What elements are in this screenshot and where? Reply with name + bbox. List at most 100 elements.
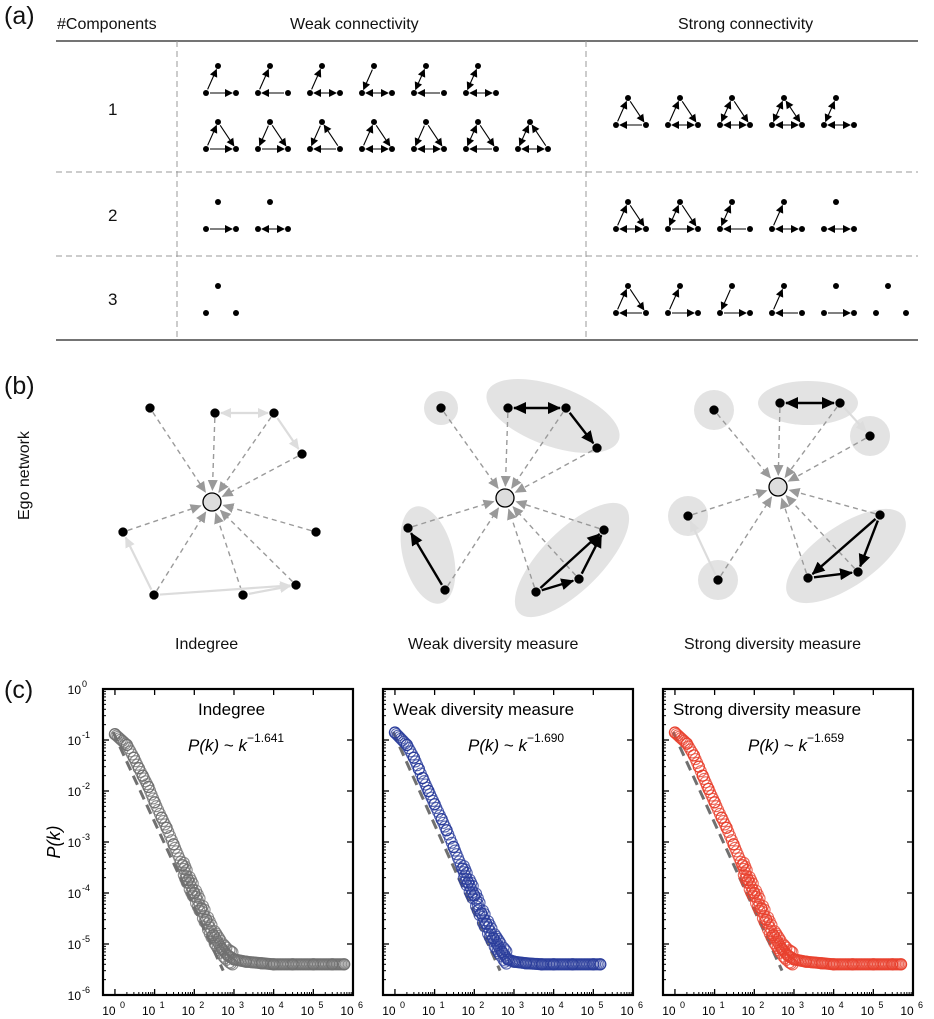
motif-edge (629, 101, 645, 123)
motif-node (613, 226, 619, 232)
motif-edge (271, 125, 287, 147)
network-node (853, 567, 863, 577)
x-tick-exponent: 0 (680, 1000, 685, 1010)
network-node (269, 408, 279, 418)
x-tick-label: 10 (102, 1004, 116, 1018)
network-edge (788, 488, 876, 515)
motif-node (747, 310, 753, 316)
motif-edge (720, 289, 731, 311)
x-tick-label: 10 (382, 1004, 396, 1018)
motif-node (833, 199, 839, 205)
network-edge (218, 416, 272, 493)
motif-node (255, 146, 261, 152)
chart-title: Indegree (198, 700, 265, 719)
motif-node (267, 119, 273, 125)
motif-node (821, 226, 827, 232)
data-point (682, 740, 695, 753)
motif-edge (681, 205, 697, 227)
motif-edge (258, 125, 269, 147)
motif-node (441, 90, 447, 96)
motif-edge (824, 100, 836, 123)
motif-node (255, 90, 261, 96)
network-edge (539, 533, 601, 589)
network-node (503, 403, 513, 413)
network-edge (780, 497, 808, 574)
data-point (122, 742, 135, 755)
caption-weak-diversity: Weak diversity measure (408, 636, 579, 653)
motif-node (267, 63, 273, 69)
x-tick-label: 10 (422, 1004, 436, 1018)
y-tick-exponent: -5 (82, 934, 90, 944)
motif-node (885, 283, 891, 289)
fit-exponent: −1.641 (247, 731, 284, 745)
motif-node (267, 199, 273, 205)
motif-node (903, 310, 909, 316)
data-point (396, 734, 409, 747)
motif-node (769, 226, 775, 232)
motif-node (359, 146, 365, 152)
row-label-3: 3 (108, 290, 118, 309)
network-node (574, 574, 584, 584)
network-node (531, 587, 541, 597)
network-edge (507, 508, 536, 588)
motif-node (371, 63, 377, 69)
network-edge (692, 488, 768, 516)
chart-title: Weak diversity measure (393, 700, 574, 719)
y-tick-label: 10 (68, 836, 82, 850)
motif-node (781, 199, 787, 205)
data-point (116, 734, 129, 747)
data-point (397, 735, 410, 748)
network-edge (858, 520, 879, 568)
network-node (311, 527, 321, 537)
motif-node (799, 122, 805, 128)
motif-node (625, 199, 631, 205)
motif-node (255, 226, 261, 232)
fit-line (391, 731, 502, 972)
motif-node (821, 122, 827, 128)
motif-node (411, 90, 417, 96)
header-strong-connectivity: Strong connectivity (678, 16, 814, 33)
motif-node (337, 90, 343, 96)
motif-node (695, 310, 701, 316)
x-tick-exponent: 3 (239, 1000, 244, 1010)
data-point (460, 866, 473, 880)
motif-node (463, 146, 469, 152)
motif-node (873, 310, 879, 316)
motif-edge (669, 100, 680, 122)
network-edge (410, 532, 443, 586)
motif-edge (466, 124, 478, 147)
motif-edge (720, 204, 732, 227)
motif-node (851, 226, 857, 232)
motif-node (463, 90, 469, 96)
motif-node (821, 310, 827, 316)
motif-node (799, 226, 805, 232)
motif-node (307, 146, 313, 152)
data-point (753, 892, 766, 905)
motif-node (423, 119, 429, 125)
network-edge (716, 413, 771, 479)
motif-edge (733, 101, 749, 123)
motif-edge (259, 68, 270, 90)
ego-network-strong (668, 381, 906, 604)
data-point (746, 877, 759, 890)
network-edge (773, 407, 784, 477)
motif-node (717, 310, 723, 316)
network-edge (689, 520, 717, 576)
data-point (686, 746, 699, 759)
network-node (775, 398, 785, 408)
ego-network-weak (400, 379, 630, 618)
group-blob (400, 506, 456, 604)
motif-edge (479, 125, 495, 147)
data-point (740, 864, 753, 877)
network-edge (127, 504, 202, 532)
x-tick-label: 10 (581, 1004, 595, 1018)
data-point (478, 908, 491, 921)
x-tick-exponent: 0 (120, 1000, 125, 1010)
fit-line (111, 731, 225, 972)
motif-node (203, 90, 209, 96)
network-node (803, 573, 813, 583)
data-point (676, 733, 689, 746)
motif-edge (720, 100, 732, 123)
motif-node (475, 63, 481, 69)
motif-node (389, 146, 395, 152)
